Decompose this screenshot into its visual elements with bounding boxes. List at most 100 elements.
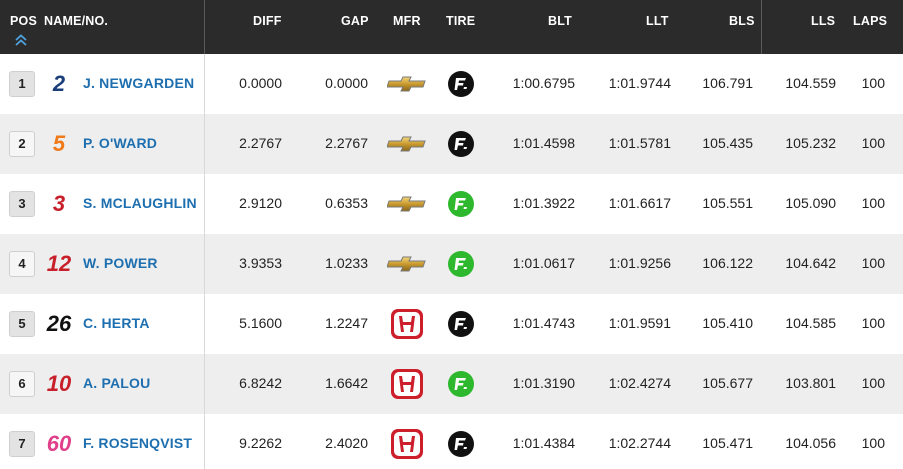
gap-value: 0.0000: [325, 75, 368, 91]
primary-tire-icon: [447, 430, 475, 458]
laps-completed: 100: [861, 135, 885, 151]
diff-value: 2.9120: [239, 195, 282, 211]
car-number: 5: [52, 131, 66, 156]
last-lap-time: 1:01.6617: [608, 195, 671, 211]
header-blt[interactable]: BLT: [548, 14, 572, 28]
best-lap-speed: 105.410: [702, 315, 753, 331]
last-lap-speed: 104.559: [785, 75, 836, 91]
car-number: 2: [52, 71, 66, 96]
diff-value: 6.8242: [239, 375, 282, 391]
last-lap-time: 1:01.9591: [608, 315, 671, 331]
position-badge: 4: [9, 251, 35, 277]
best-lap-speed: 106.122: [702, 255, 753, 271]
best-lap-speed: 105.435: [702, 135, 753, 151]
diff-value: 2.2767: [239, 135, 282, 151]
column-divider: [204, 54, 205, 114]
car-number: 12: [46, 251, 72, 276]
table-row[interactable]: 1 2 J. NEWGARDEN 0.0000 0.0000 1:00.6795…: [0, 54, 903, 114]
driver-name-link[interactable]: F. ROSENQVIST: [83, 435, 193, 451]
table-row[interactable]: 6 10 A. PALOU 6.8242 1.6642 1:01.3190 1:…: [0, 354, 903, 414]
header-bls[interactable]: BLS: [729, 14, 755, 28]
diff-value: 3.9353: [239, 255, 282, 271]
laps-completed: 100: [861, 255, 885, 271]
last-lap-time: 1:02.4274: [608, 375, 671, 391]
best-lap-time: 1:01.3922: [512, 195, 575, 211]
header-gap[interactable]: GAP: [341, 14, 369, 28]
alternate-tire-icon: [447, 190, 475, 218]
table-row[interactable]: 7 60 F. ROSENQVIST 9.2262 2.4020 1:01.43…: [0, 414, 903, 469]
car-number: 3: [52, 191, 66, 216]
gap-value: 0.6353: [325, 195, 368, 211]
last-lap-time: 1:01.9744: [608, 75, 671, 91]
position-badge: 7: [9, 431, 35, 457]
chevrolet-logo-icon: [386, 67, 427, 101]
header-separator: [204, 0, 205, 54]
chevrolet-logo-icon: [386, 187, 427, 221]
header-llt[interactable]: LLT: [646, 14, 669, 28]
table-row[interactable]: 2 5 P. O'WARD 2.2767 2.2767 1:01.4598 1:…: [0, 114, 903, 174]
laps-completed: 100: [861, 435, 885, 451]
last-lap-time: 1:01.5781: [608, 135, 671, 151]
gap-value: 1.6642: [325, 375, 368, 391]
alternate-tire-icon: [447, 250, 475, 278]
laps-completed: 100: [861, 195, 885, 211]
driver-name-link[interactable]: A. PALOU: [83, 375, 151, 391]
diff-value: 5.1600: [239, 315, 282, 331]
best-lap-time: 1:00.6795: [512, 75, 575, 91]
position-badge: 1: [9, 71, 35, 97]
best-lap-speed: 105.677: [702, 375, 753, 391]
laps-completed: 100: [861, 315, 885, 331]
table-row[interactable]: 4 12 W. POWER 3.9353 1.0233 1:01.0617 1:…: [0, 234, 903, 294]
header-diff[interactable]: DIFF: [253, 14, 282, 28]
best-lap-speed: 105.471: [702, 435, 753, 451]
header-mfr[interactable]: MFR: [393, 14, 421, 28]
header-lls[interactable]: LLS: [811, 14, 836, 28]
primary-tire-icon: [447, 70, 475, 98]
car-number: 26: [46, 311, 72, 336]
last-lap-time: 1:01.9256: [608, 255, 671, 271]
driver-name-link[interactable]: S. MCLAUGHLIN: [83, 195, 197, 211]
column-divider: [204, 354, 205, 414]
alternate-tire-icon: [447, 370, 475, 398]
driver-name-link[interactable]: P. O'WARD: [83, 135, 158, 151]
gap-value: 1.2247: [325, 315, 368, 331]
primary-tire-icon: [447, 130, 475, 158]
column-divider: [204, 174, 205, 234]
driver-name-link[interactable]: C. HERTA: [83, 315, 150, 331]
header-pos[interactable]: POS: [10, 14, 37, 28]
gap-value: 2.4020: [325, 435, 368, 451]
diff-value: 0.0000: [239, 75, 282, 91]
laps-completed: 100: [861, 375, 885, 391]
header-laps[interactable]: LAPS: [853, 14, 888, 28]
best-lap-time: 1:01.0617: [512, 255, 575, 271]
best-lap-time: 1:01.4598: [512, 135, 575, 151]
honda-logo-icon: [387, 427, 427, 461]
column-divider: [204, 414, 205, 469]
header-separator: [761, 0, 762, 54]
last-lap-speed: 103.801: [785, 375, 836, 391]
table-row[interactable]: 3 3 S. MCLAUGHLIN 2.9120 0.6353 1:01.392…: [0, 174, 903, 234]
column-divider: [204, 234, 205, 294]
diff-value: 9.2262: [239, 435, 282, 451]
results-table-header: POS NAME/NO. DIFF GAP MFR TIRE BLT LLT B…: [0, 0, 903, 54]
last-lap-speed: 105.232: [785, 135, 836, 151]
position-badge: 3: [9, 191, 35, 217]
position-badge: 6: [9, 371, 35, 397]
driver-name-link[interactable]: J. NEWGARDEN: [83, 75, 195, 91]
best-lap-time: 1:01.3190: [512, 375, 575, 391]
car-number: 60: [46, 431, 72, 456]
last-lap-speed: 104.642: [785, 255, 836, 271]
laps-completed: 100: [861, 75, 885, 91]
header-tire[interactable]: TIRE: [446, 14, 476, 28]
header-name[interactable]: NAME/NO.: [44, 14, 109, 28]
best-lap-speed: 105.551: [702, 195, 753, 211]
last-lap-speed: 104.585: [785, 315, 836, 331]
double-chevron-up-icon[interactable]: [14, 33, 28, 47]
last-lap-time: 1:02.2744: [608, 435, 671, 451]
primary-tire-icon: [447, 310, 475, 338]
driver-name-link[interactable]: W. POWER: [83, 255, 158, 271]
table-row[interactable]: 5 26 C. HERTA 5.1600 1.2247 1:01.4743 1:…: [0, 294, 903, 354]
position-badge: 2: [9, 131, 35, 157]
last-lap-speed: 104.056: [785, 435, 836, 451]
best-lap-time: 1:01.4743: [512, 315, 575, 331]
